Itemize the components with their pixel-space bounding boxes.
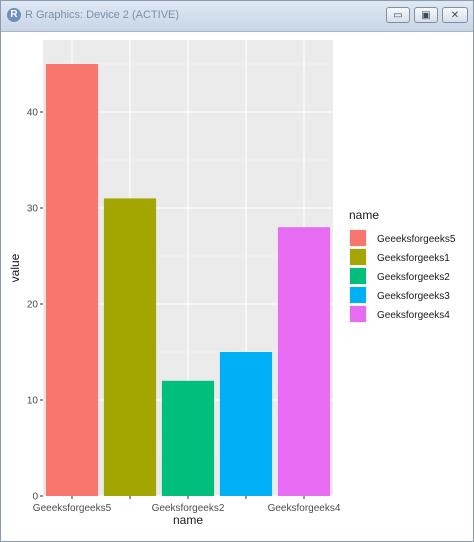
- plot-area: 0 10 20 30 40 Geeeksforgeeks5 Geeksforgeeks2 Ge…: [1, 32, 473, 541]
- legend-title: name: [349, 208, 379, 222]
- bar-5: [277, 227, 331, 496]
- bar-1: [45, 64, 99, 496]
- r-logo-icon: R: [7, 8, 21, 22]
- minimize-button[interactable]: ▭: [386, 7, 410, 23]
- x-tick-label: Geeeksforgeeks5: [33, 503, 112, 514]
- bar-4: [219, 352, 273, 496]
- y-tick-label: 20: [27, 300, 39, 311]
- legend-label-2: Geeksforgeeks1: [377, 253, 450, 264]
- y-tick-label: 40: [27, 108, 39, 119]
- y-tick-label: 0: [32, 492, 38, 503]
- maximize-button[interactable]: ▣: [414, 7, 438, 23]
- legend-label-1: Geeeksforgeeks5: [377, 234, 456, 245]
- x-tick-label: Geeksforgeeks2: [152, 503, 225, 514]
- legend-swatch-1: [350, 230, 366, 246]
- window-title: R Graphics: Device 2 (ACTIVE): [25, 9, 180, 21]
- legend-swatch-5: [350, 306, 366, 322]
- title-bar[interactable]: R R Graphics: Device 2 (ACTIVE) ▭ ▣ ✕: [1, 1, 473, 32]
- legend-label-3: Geeksforgeeks2: [377, 272, 450, 283]
- legend-swatch-2: [350, 249, 366, 265]
- bar-2: [103, 198, 157, 496]
- bar-3: [161, 380, 215, 496]
- bar-chart: 0 10 20 30 40 Geeeksforgeeks5 Geeksforgeeks2 Ge…: [8, 40, 456, 527]
- y-tick-label: 10: [27, 396, 39, 407]
- legend-swatch-3: [350, 268, 366, 284]
- y-axis-title: value: [8, 253, 22, 282]
- legend-label-5: Geeksforgeeks4: [377, 310, 450, 321]
- x-axis-title: name: [173, 513, 203, 527]
- x-tick-label: Geeksforgeeks4: [268, 503, 341, 514]
- y-tick-label: 30: [27, 204, 39, 215]
- close-button[interactable]: ✕: [442, 7, 468, 23]
- legend-swatch-4: [350, 287, 366, 303]
- legend-label-4: Geeksforgeeks3: [377, 291, 450, 302]
